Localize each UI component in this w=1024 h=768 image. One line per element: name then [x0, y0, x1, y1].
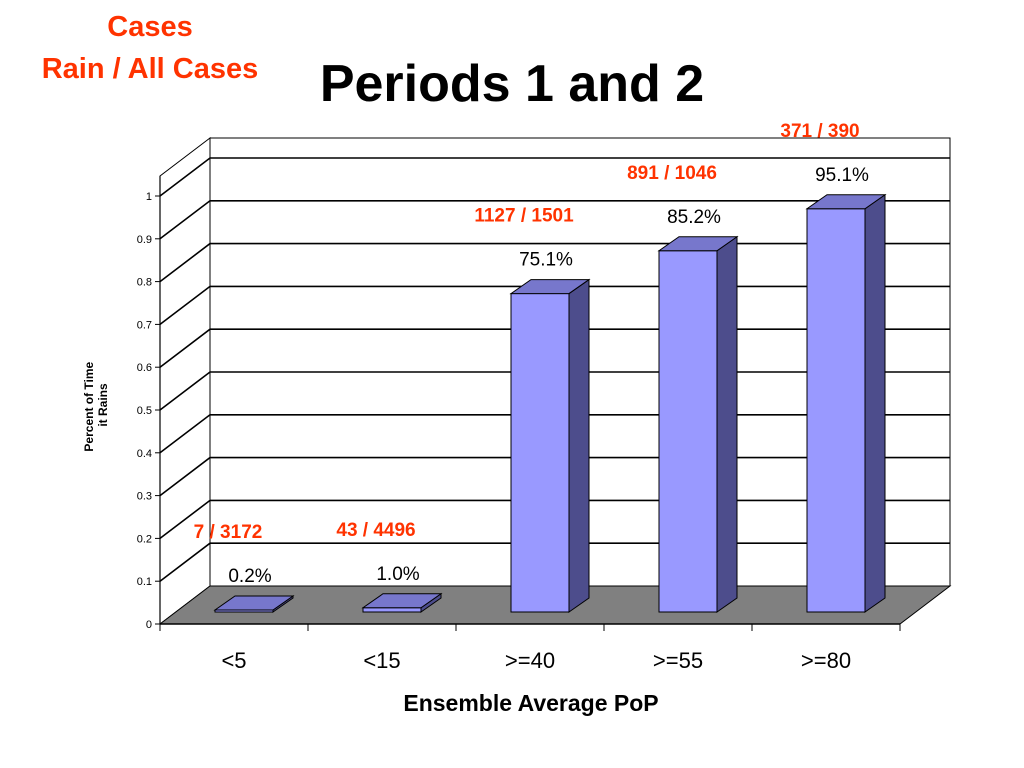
gridline: [159, 200, 950, 240]
chart-title: Periods 1 and 2: [319, 55, 705, 113]
x-tick-label: <5: [221, 648, 246, 673]
value-label: 1.0%: [376, 564, 419, 585]
y-tick-label: 0.6: [137, 362, 152, 374]
bar-top: [361, 593, 443, 609]
y-tick-label: 0.1: [137, 576, 152, 588]
bar-top: [657, 236, 739, 252]
y-axis-title: Percent of Time it Rains: [82, 358, 110, 451]
bar-top: [509, 279, 591, 295]
x-tick-label: >=55: [653, 648, 703, 673]
y-tick-label: 0.3: [137, 491, 152, 503]
y-tick-label: 0.5: [137, 405, 152, 417]
y-tick-label: 0.4: [137, 448, 152, 460]
case-count-label: 43 / 4496: [336, 520, 415, 541]
gridline: [159, 157, 950, 197]
bar-top: [805, 194, 887, 210]
bar-side: [864, 193, 886, 613]
y-tick-label: 0.8: [137, 277, 152, 289]
bar-side: [716, 235, 738, 613]
x-axis-title: Ensemble Average PoP: [403, 690, 658, 716]
bar-front: [362, 607, 422, 613]
y-axis-title-line1: Percent of Time: [82, 361, 96, 451]
y-tick-label: 0.7: [137, 319, 152, 331]
x-tick-label: >=40: [505, 648, 555, 673]
bars: [213, 193, 887, 613]
y-tick-label: 0.9: [137, 234, 152, 246]
axes: 0 0.1 0.2 0.3 0.4 0.5 0.6 0.7 0.8 0.9 1: [137, 176, 901, 631]
case-count-label: 1127 / 1501: [474, 206, 574, 227]
cases-legend-label: Cases Rain / All Cases: [0, 6, 300, 90]
value-label: 85.2%: [667, 207, 721, 228]
case-count-label: 891 / 1046: [627, 163, 717, 184]
side-wall: [159, 136, 211, 626]
value-label: 95.1%: [815, 165, 869, 186]
bar-front: [510, 293, 570, 613]
y-axis-title-line2: it Rains: [96, 383, 110, 427]
cases-label-line1: Cases: [107, 11, 193, 43]
bar-side: [568, 278, 590, 613]
y-tick-label: 0.2: [137, 533, 152, 545]
case-count-label: 371 / 390: [780, 121, 859, 142]
cases-label-line2: Rain / All Cases: [41, 53, 259, 85]
x-tick-label: <15: [363, 648, 400, 673]
y-tick-label: 0: [146, 619, 152, 631]
value-label: 75.1%: [519, 250, 573, 271]
bar-front: [806, 208, 866, 613]
bar-front: [658, 250, 718, 613]
value-label: 0.2%: [228, 566, 271, 587]
data-labels: <5 0.2% 7 / 3172 <15 1.0% 43 / 4496 >=40 75.1% 1…: [194, 121, 869, 673]
x-tick-label: >=80: [801, 648, 851, 673]
bar-top: [213, 595, 295, 611]
case-count-label: 7 / 3172: [194, 522, 263, 543]
y-tick-label: 1: [146, 191, 152, 203]
